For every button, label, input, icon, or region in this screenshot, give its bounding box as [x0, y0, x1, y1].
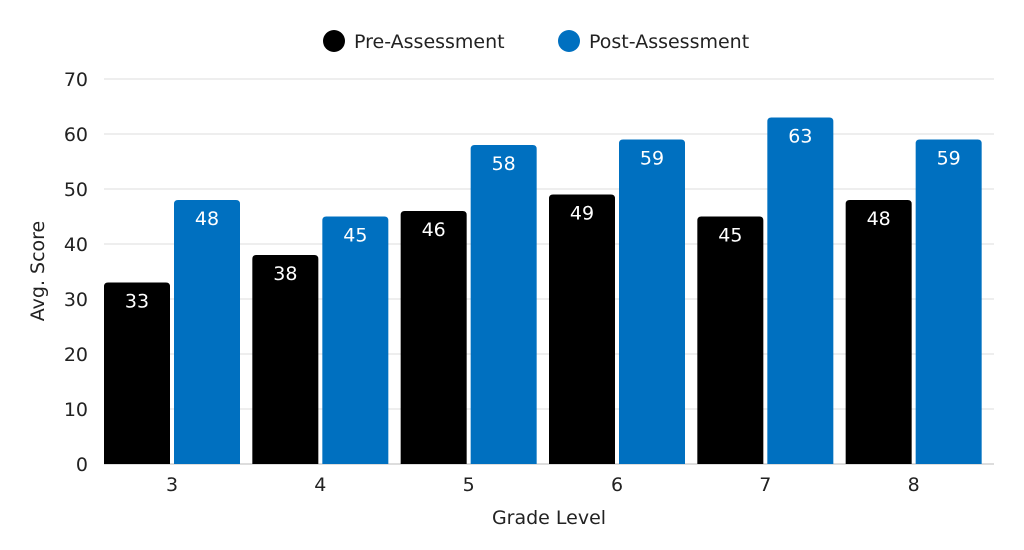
data-label: 33: [125, 291, 149, 313]
x-tick-label: 5: [463, 474, 475, 496]
legend-label: Post-Assessment: [589, 31, 749, 53]
bar-pre-assessment-grade-3: [104, 282, 170, 464]
y-tick-label: 10: [64, 399, 88, 421]
y-tick-label: 60: [64, 124, 88, 146]
bar-pre-assessment-grade-5: [400, 211, 467, 464]
bar-post-assessment-grade-7: [767, 117, 834, 464]
bar-post-assessment-grade-6: [619, 139, 685, 464]
y-axis-ticks: 0 10 20 30 40 50 60 70: [64, 69, 88, 476]
bar-post-assessment-grade-3: [174, 200, 240, 464]
x-tick-label: 3: [166, 474, 178, 496]
legend: Pre-Assessment Post-Assessment: [323, 30, 749, 53]
data-label: 58: [492, 153, 516, 175]
data-label: 48: [195, 208, 219, 230]
y-tick-label: 30: [64, 289, 88, 311]
y-tick-label: 70: [64, 69, 88, 91]
x-tick-label: 8: [908, 474, 920, 496]
x-axis-ticks: 3 4 5 6 7 8: [166, 474, 920, 496]
bars: 33 48 38 45 46 58 49 59 45 63 48 59: [104, 117, 982, 464]
y-tick-label: 40: [64, 234, 88, 256]
data-label: 46: [422, 219, 446, 241]
x-tick-label: 4: [314, 474, 326, 496]
data-label: 45: [718, 225, 742, 247]
y-tick-label: 0: [76, 454, 88, 476]
bar-pre-assessment-grade-8: [845, 200, 912, 464]
data-label: 59: [640, 148, 664, 170]
legend-marker: [323, 30, 345, 52]
y-tick-label: 20: [64, 344, 88, 366]
data-label: 48: [867, 208, 891, 230]
bar-post-assessment-grade-5: [470, 145, 537, 464]
bar-post-assessment-grade-4: [322, 216, 389, 464]
data-label: 45: [343, 225, 367, 247]
data-label: 38: [273, 263, 297, 285]
data-label: 49: [570, 203, 594, 225]
x-tick-label: 7: [759, 474, 771, 496]
bar-pre-assessment-grade-6: [549, 194, 615, 464]
x-tick-label: 6: [611, 474, 623, 496]
y-axis-label: Avg. Score: [27, 221, 49, 321]
bar-pre-assessment-grade-7: [697, 216, 764, 464]
data-label: 59: [937, 148, 961, 170]
bar-pre-assessment-grade-4: [252, 255, 319, 464]
data-label: 63: [788, 126, 812, 148]
legend-label: Pre-Assessment: [354, 31, 505, 53]
legend-marker: [558, 30, 580, 52]
x-axis-label: Grade Level: [492, 507, 606, 529]
bar-post-assessment-grade-8: [915, 139, 982, 464]
y-tick-label: 50: [64, 179, 88, 201]
